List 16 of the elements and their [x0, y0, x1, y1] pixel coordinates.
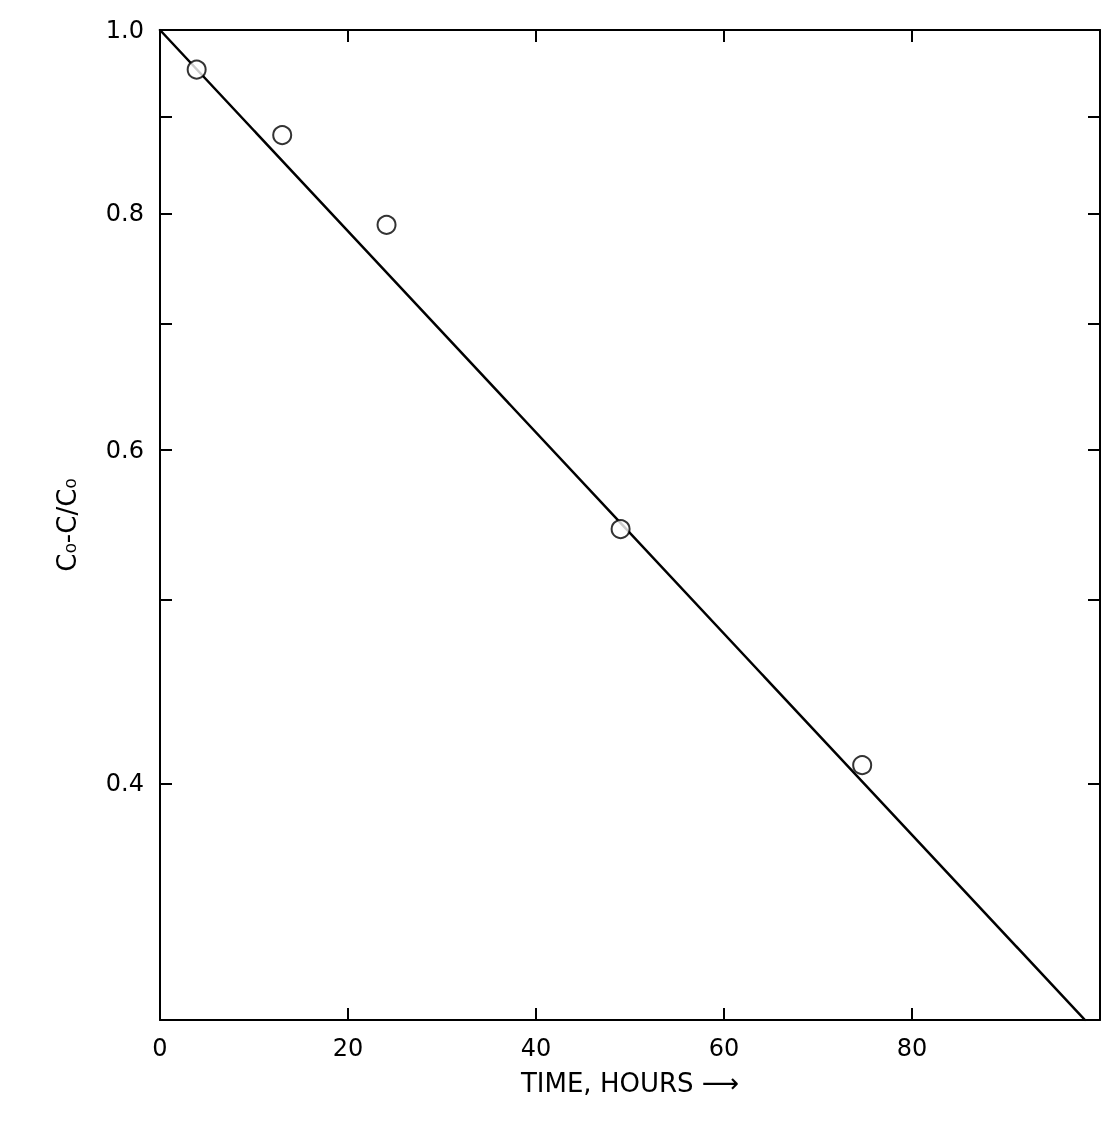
point [272, 125, 293, 146]
x-tick-label: 40 [520, 1034, 552, 1062]
x-axis-title: TIME, HOURS ⟶ [519, 1068, 740, 1098]
x-tick-label: 60 [708, 1034, 740, 1062]
y-tick-label: 0.4 [105, 769, 144, 798]
point [610, 519, 631, 540]
y-tick-label: 0.6 [105, 436, 144, 465]
point [852, 755, 873, 776]
y-axis-title: C₀-C/C₀ [52, 478, 82, 572]
point [376, 214, 397, 235]
x-tick-label: 20 [332, 1034, 364, 1062]
point [186, 59, 207, 80]
x-tick-label: 80 [896, 1034, 928, 1062]
y-tick-label: 0.8 [105, 199, 144, 228]
x-tick-label: 0 [152, 1034, 168, 1062]
y-tick-label: 1.0 [105, 16, 144, 44]
